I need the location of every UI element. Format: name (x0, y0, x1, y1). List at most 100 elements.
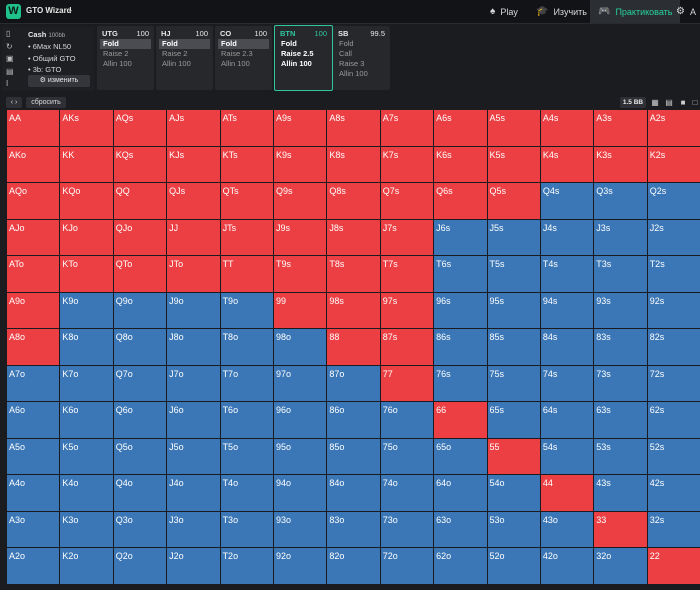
nav-play[interactable]: ♠ Play (490, 0, 518, 23)
hand-cell-98o[interactable]: 98o (273, 329, 328, 366)
hand-cell-J5s[interactable]: J5s (487, 219, 541, 256)
hand-cell-73s[interactable]: 73s (594, 365, 648, 402)
hand-cell-Q2o[interactable]: Q2o (113, 548, 168, 585)
nav-analyze[interactable]: ⚙ А (676, 0, 696, 23)
hand-cell-Q5s[interactable]: Q5s (487, 183, 541, 220)
hand-cell-QQ[interactable]: QQ (113, 183, 168, 220)
hand-cell-Q9o[interactable]: Q9o (113, 292, 168, 329)
hand-cell-Q3s[interactable]: Q3s (594, 183, 648, 220)
hand-cell-J7s[interactable]: J7s (380, 219, 435, 256)
hand-cell-J2s[interactable]: J2s (647, 219, 700, 256)
hand-cell-83s[interactable]: 83s (594, 329, 648, 366)
hand-cell-KTs[interactable]: KTs (220, 146, 274, 183)
hand-cell-A4s[interactable]: A4s (540, 110, 595, 147)
hand-cell-A8o[interactable]: A8o (7, 329, 61, 366)
hand-cell-QJs[interactable]: QJs (167, 183, 221, 220)
hand-cell-65s[interactable]: 65s (487, 402, 541, 439)
hand-cell-88[interactable]: 88 (327, 329, 381, 366)
hand-cell-J3o[interactable]: J3o (167, 511, 221, 548)
hand-cell-84o[interactable]: 84o (327, 475, 381, 512)
hand-cell-Q3o[interactable]: Q3o (113, 511, 168, 548)
hand-cell-K5s[interactable]: K5s (487, 146, 541, 183)
hand-cell-A5o[interactable]: A5o (7, 438, 61, 475)
hand-cell-JTo[interactable]: JTo (167, 256, 221, 293)
action-option[interactable]: Raise 3 (339, 59, 365, 68)
hand-cell-AQo[interactable]: AQo (7, 183, 61, 220)
hand-cell-Q7s[interactable]: Q7s (380, 183, 435, 220)
hand-cell-K8s[interactable]: K8s (327, 146, 381, 183)
hand-cell-85s[interactable]: 85s (487, 329, 541, 366)
save-icon[interactable]: ▯ (6, 29, 11, 38)
hand-cell-K2o[interactable]: K2o (60, 548, 114, 585)
square-view-icon[interactable]: ■ (680, 98, 686, 107)
hand-cell-44[interactable]: 44 (540, 475, 595, 512)
hand-cell-Q5o[interactable]: Q5o (113, 438, 168, 475)
hand-cell-KTo[interactable]: KTo (60, 256, 114, 293)
hand-cell-96s[interactable]: 96s (434, 292, 488, 329)
hand-cell-72s[interactable]: 72s (647, 365, 700, 402)
hand-cell-Q9s[interactable]: Q9s (273, 183, 328, 220)
hand-cell-87o[interactable]: 87o (327, 365, 381, 402)
hand-cell-T7o[interactable]: T7o (220, 365, 274, 402)
hand-cell-K7s[interactable]: K7s (380, 146, 435, 183)
hand-cell-ATs[interactable]: ATs (220, 110, 274, 147)
hand-cell-A3o[interactable]: A3o (7, 511, 61, 548)
hand-cell-J4o[interactable]: J4o (167, 475, 221, 512)
action-option[interactable]: Raise 2 (103, 49, 129, 58)
hand-cell-86s[interactable]: 86s (434, 329, 488, 366)
hand-cell-K4o[interactable]: K4o (60, 475, 114, 512)
hand-cell-T3s[interactable]: T3s (594, 256, 648, 293)
hand-cell-K3s[interactable]: K3s (594, 146, 648, 183)
hand-cell-AKs[interactable]: AKs (60, 110, 114, 147)
hand-cell-J9o[interactable]: J9o (167, 292, 221, 329)
position-card-btn[interactable]: BTN 100 Fold Raise 2.5 Allin 100 (274, 25, 333, 91)
hand-cell-T8s[interactable]: T8s (327, 256, 381, 293)
hand-cell-55[interactable]: 55 (487, 438, 541, 475)
chevron-down-icon[interactable]: ⌄ (67, 5, 74, 14)
action-option[interactable]: Fold (218, 39, 269, 49)
hand-cell-98s[interactable]: 98s (327, 292, 381, 329)
hand-cell-92o[interactable]: 92o (273, 548, 328, 585)
hand-cell-43o[interactable]: 43o (540, 511, 595, 548)
hand-cell-65o[interactable]: 65o (434, 438, 488, 475)
hand-cell-A7o[interactable]: A7o (7, 365, 61, 402)
hand-cell-AKo[interactable]: AKo (7, 146, 61, 183)
action-option[interactable]: Fold (159, 39, 210, 49)
app-title[interactable]: GTO Wizard (26, 6, 72, 15)
hand-cell-A9o[interactable]: A9o (7, 292, 61, 329)
hand-cell-T5s[interactable]: T5s (487, 256, 541, 293)
hand-cell-72o[interactable]: 72o (380, 548, 435, 585)
hand-cell-J8o[interactable]: J8o (167, 329, 221, 366)
hand-cell-K2s[interactable]: K2s (647, 146, 700, 183)
hand-cell-T9o[interactable]: T9o (220, 292, 274, 329)
hand-cell-82o[interactable]: 82o (327, 548, 381, 585)
hand-cell-A5s[interactable]: A5s (487, 110, 541, 147)
hand-cell-J8s[interactable]: J8s (327, 219, 381, 256)
hand-cell-73o[interactable]: 73o (380, 511, 435, 548)
position-card-co[interactable]: CO 100 Fold Raise 2.3 Allin 100 (215, 26, 272, 90)
hand-cell-86o[interactable]: 86o (327, 402, 381, 439)
hand-cell-76s[interactable]: 76s (434, 365, 488, 402)
hand-cell-97s[interactable]: 97s (380, 292, 435, 329)
hand-cell-A6o[interactable]: A6o (7, 402, 61, 439)
reload-icon[interactable]: ↻ (6, 41, 13, 51)
hand-cell-Q4s[interactable]: Q4s (540, 183, 595, 220)
hand-cell-QJo[interactable]: QJo (113, 219, 168, 256)
hand-cell-KK[interactable]: KK (60, 146, 114, 183)
hand-cell-A4o[interactable]: A4o (7, 475, 61, 512)
hand-cell-T6s[interactable]: T6s (434, 256, 488, 293)
position-card-hj[interactable]: HJ 100 Fold Raise 2 Allin 100 (156, 26, 213, 90)
hand-cell-62s[interactable]: 62s (647, 402, 700, 439)
hand-cell-AJs[interactable]: AJs (167, 110, 221, 147)
action-option[interactable]: Allin 100 (281, 59, 312, 68)
hand-cell-K6s[interactable]: K6s (434, 146, 488, 183)
hand-cell-K8o[interactable]: K8o (60, 329, 114, 366)
hand-cell-76o[interactable]: 76o (380, 402, 435, 439)
hand-cell-Q2s[interactable]: Q2s (647, 183, 700, 220)
table-icon[interactable]: ▤ (6, 66, 14, 76)
grid-view-icon[interactable]: □ (692, 98, 698, 107)
hand-cell-J3s[interactable]: J3s (594, 219, 648, 256)
hand-cell-T4s[interactable]: T4s (540, 256, 595, 293)
hand-cell-32s[interactable]: 32s (647, 511, 700, 548)
hand-cell-KJs[interactable]: KJs (167, 146, 221, 183)
